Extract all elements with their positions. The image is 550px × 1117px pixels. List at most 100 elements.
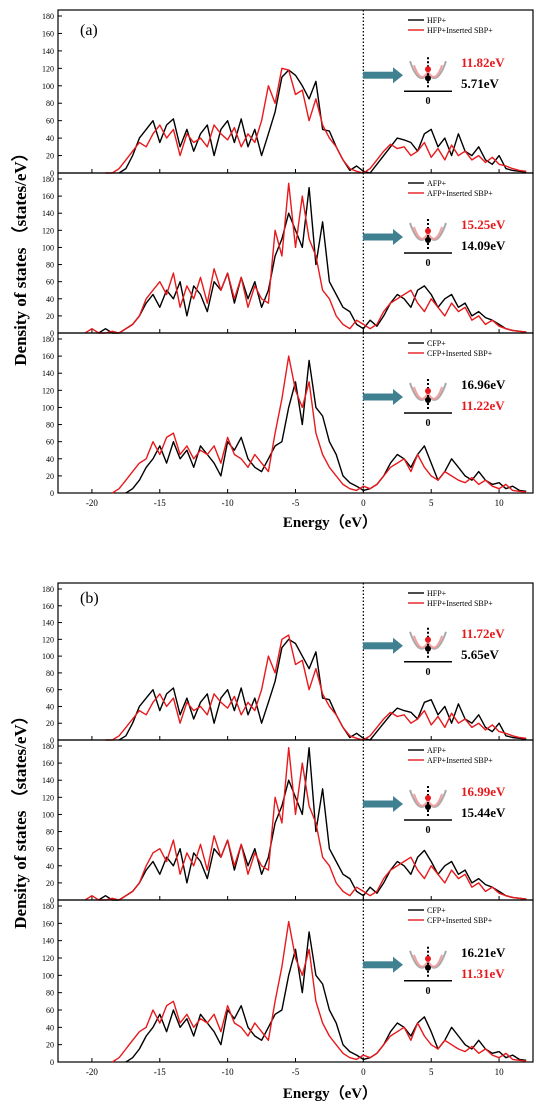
y-tick-label: 120: [42, 226, 54, 235]
dos-curve-inserted: [84, 182, 527, 334]
x-tick-label: -20: [86, 1067, 98, 1077]
arrow-shaft: [363, 71, 393, 79]
legend-entry: AFP+Inserted SBP+: [427, 756, 493, 765]
y-tick-label: 160: [42, 602, 54, 611]
y-tick-label: 0: [50, 169, 54, 178]
inserted-state-dot-icon: [425, 955, 431, 962]
gap-value-bottom: 5.71eV: [461, 76, 500, 91]
y-tick-label: 60: [46, 117, 54, 126]
arrow-shaft: [363, 642, 393, 650]
y-tick-label: 20: [46, 1041, 54, 1050]
dos-curve-pristine: [118, 638, 527, 741]
ylabel-b: Density of states （states/eV）: [10, 707, 30, 928]
y-tick-label: 40: [46, 702, 54, 711]
arrow-head-icon: [393, 389, 403, 405]
legend-entry: HFP+Inserted SBP+: [427, 599, 493, 608]
figure-b: Density of states （states/eV） Energy（eV）…: [10, 590, 377, 1102]
y-tick-label: 20: [46, 152, 54, 161]
x-tick-label: 5: [429, 1067, 434, 1077]
y-tick-label: 180: [42, 902, 54, 911]
y-tick-label: 60: [46, 278, 54, 287]
x-tick-label: -20: [86, 498, 98, 508]
y-tick-label: 60: [46, 438, 54, 447]
y-tick-label: 20: [46, 719, 54, 728]
dos-curve-inserted: [105, 67, 527, 174]
x-tick-label: 0: [361, 498, 366, 508]
arrow-head-icon: [393, 67, 403, 84]
y-tick-label: 140: [42, 619, 54, 628]
y-tick-label: 180: [42, 585, 54, 594]
y-tick-label: 180: [42, 742, 54, 751]
y-tick-label: 80: [46, 669, 54, 678]
y-tick-label: 100: [42, 243, 54, 252]
dos-curve-inserted: [111, 355, 527, 494]
dos-panel-6: 0 20 40 60 80 100 120 140 160 180 -20 -15 -10 -5 0 5 10 C…: [42, 899, 534, 1077]
y-tick-label: 60: [46, 686, 54, 695]
y-tick-label: 160: [42, 352, 54, 361]
pristine-state-dot-icon: [425, 237, 431, 243]
arrow-head-icon: [393, 796, 403, 812]
gap-value-top: 15.25eV: [461, 217, 506, 232]
x-tick-label: -15: [154, 1067, 166, 1077]
arrow-shaft: [363, 233, 393, 241]
ylabel-a: Density of states （states/eV）: [10, 144, 30, 365]
x-tick-label: -10: [222, 1067, 234, 1077]
legend-entry: HFP+Inserted SBP+: [427, 26, 493, 35]
y-tick-label: 80: [46, 99, 54, 108]
y-tick-label: 60: [46, 845, 54, 854]
y-tick-label: 0: [50, 736, 54, 745]
gap-value-bottom: 11.31eV: [461, 966, 505, 981]
x-tick-label: 0: [361, 1067, 366, 1077]
y-tick-label: 140: [42, 47, 54, 56]
y-tick-label: 80: [46, 261, 54, 270]
inserted-state-dot-icon: [425, 228, 431, 234]
inset-zero-label: 0: [426, 418, 431, 429]
inset-zero-label: 0: [426, 258, 431, 269]
dos-curve-inserted: [105, 634, 527, 741]
legend-entry: AFP+: [427, 746, 447, 755]
y-tick-label: 0: [50, 489, 54, 498]
y-tick-label: 0: [50, 1058, 54, 1067]
gap-value-bottom: 11.22eV: [461, 398, 505, 413]
arrow-shaft: [363, 800, 393, 808]
arrow-head-icon: [393, 956, 403, 973]
y-tick-label: 100: [42, 403, 54, 412]
y-tick-label: 160: [42, 919, 54, 928]
x-tick-label: 10: [495, 1067, 505, 1077]
y-tick-label: 160: [42, 29, 54, 38]
y-tick-label: 100: [42, 82, 54, 91]
inserted-state-dot-icon: [425, 636, 431, 643]
y-tick-label: 80: [46, 828, 54, 837]
arrow-head-icon: [393, 229, 403, 245]
x-tick-label: -10: [222, 498, 234, 508]
x-tick-label: 5: [429, 498, 434, 508]
dos-panel-3: 0 20 40 60 80 100 120 140 160 180 -20 -15 -10 -5 0 5 10 C…: [42, 332, 534, 508]
inset-zero-label: 0: [426, 667, 431, 678]
y-tick-label: 40: [46, 455, 54, 464]
gap-value-top: 16.96eV: [461, 377, 506, 392]
gap-value-bottom: 15.44eV: [461, 805, 506, 820]
dos-panel-2: 0 20 40 60 80 100 120 140 160 180 AFP+AFP+Inserted…: [42, 172, 534, 338]
figure-a: Density of states （states/eV） Energy（eV）…: [10, 22, 377, 531]
x-tick-label: -5: [292, 1067, 300, 1077]
arrow-head-icon: [393, 637, 403, 654]
legend-entry: AFP+Inserted SBP+: [427, 189, 493, 198]
pristine-state-dot-icon: [425, 645, 431, 652]
y-tick-label: 120: [42, 64, 54, 73]
y-tick-label: 120: [42, 635, 54, 644]
y-tick-label: 120: [42, 793, 54, 802]
y-tick-label: 160: [42, 759, 54, 768]
inserted-state-dot-icon: [425, 66, 431, 73]
y-tick-label: 140: [42, 209, 54, 218]
gap-value-top: 11.72eV: [461, 626, 505, 641]
y-tick-label: 0: [50, 329, 54, 338]
gap-value-bottom: 14.09eV: [461, 238, 506, 253]
y-tick-label: 140: [42, 937, 54, 946]
inset-zero-label: 0: [426, 825, 431, 836]
y-tick-label: 20: [46, 472, 54, 481]
xlabel-a: Energy（eV）: [283, 513, 377, 531]
gap-value-top: 16.21eV: [461, 945, 506, 960]
y-tick-label: 140: [42, 369, 54, 378]
y-tick-label: 180: [42, 335, 54, 344]
legend-entry: CFP+: [427, 339, 446, 348]
